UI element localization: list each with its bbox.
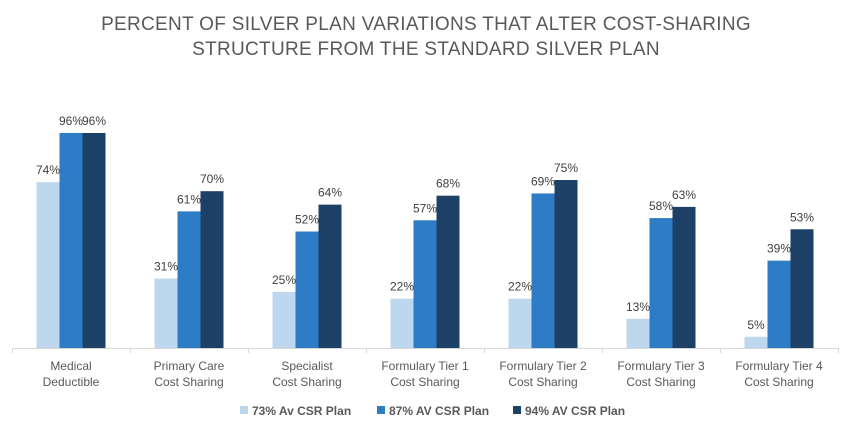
- bar: [744, 336, 768, 348]
- data-label: 22%: [508, 280, 532, 294]
- data-label: 39%: [767, 242, 791, 256]
- bar: [295, 231, 319, 348]
- bar: [626, 318, 650, 348]
- bar: [531, 193, 555, 348]
- data-label: 25%: [272, 273, 296, 287]
- bar: [413, 220, 437, 348]
- category-label: Cost Sharing: [390, 375, 459, 389]
- category-label: Cost Sharing: [272, 375, 341, 389]
- category-label: Formulary Tier 3: [617, 359, 705, 373]
- legend-swatch: [377, 406, 385, 414]
- bar: [390, 298, 414, 348]
- bar: [436, 195, 460, 348]
- bar: [177, 211, 201, 348]
- bar: [554, 180, 578, 348]
- category-label: Cost Sharing: [744, 375, 813, 389]
- category-label: Medical: [50, 359, 91, 373]
- bar: [790, 229, 814, 348]
- bar: [767, 260, 791, 348]
- legend-label: 87% AV CSR Plan: [389, 404, 489, 418]
- chart-title-line: STRUCTURE FROM THE STANDARD SILVER PLAN: [192, 39, 660, 60]
- bar: [649, 218, 673, 348]
- bar: [508, 298, 532, 348]
- data-label: 13%: [626, 300, 650, 314]
- data-label: 70%: [200, 172, 224, 186]
- legend-swatch: [513, 406, 521, 414]
- data-label: 63%: [672, 188, 696, 202]
- data-label: 64%: [318, 186, 342, 200]
- data-label: 22%: [390, 280, 414, 294]
- data-label: 74%: [36, 163, 60, 177]
- data-label: 5%: [747, 318, 765, 332]
- data-label: 96%: [59, 114, 83, 128]
- category-label: Formulary Tier 2: [499, 359, 587, 373]
- data-label: 53%: [790, 210, 814, 224]
- category-label: Cost Sharing: [154, 375, 223, 389]
- data-label: 96%: [82, 114, 106, 128]
- category-label: Specialist: [281, 359, 333, 373]
- legend-swatch: [240, 406, 248, 414]
- bar: [154, 278, 178, 348]
- category-label: Formulary Tier 1: [381, 359, 469, 373]
- data-label: 58%: [649, 199, 673, 213]
- data-label: 61%: [177, 192, 201, 206]
- category-label: Primary Care: [154, 359, 225, 373]
- bar: [318, 204, 342, 348]
- data-label: 52%: [295, 213, 319, 227]
- category-label: Cost Sharing: [508, 375, 577, 389]
- legend-label: 94% AV CSR Plan: [525, 404, 625, 418]
- bar: [272, 292, 296, 348]
- data-label: 75%: [554, 161, 578, 175]
- chart-title-line: PERCENT OF SILVER PLAN VARIATIONS THAT A…: [101, 14, 751, 35]
- data-label: 31%: [154, 260, 178, 274]
- bar: [82, 132, 106, 348]
- data-label: 69%: [531, 174, 555, 188]
- data-label: 57%: [413, 201, 437, 215]
- category-label: Deductible: [43, 375, 100, 389]
- bar: [59, 132, 83, 348]
- bar: [36, 182, 60, 348]
- legend-label: 73% Av CSR Plan: [252, 404, 351, 418]
- bar: [200, 191, 224, 348]
- data-label: 68%: [436, 177, 460, 191]
- bar: [672, 206, 696, 348]
- category-label: Formulary Tier 4: [735, 359, 823, 373]
- category-label: Cost Sharing: [626, 375, 695, 389]
